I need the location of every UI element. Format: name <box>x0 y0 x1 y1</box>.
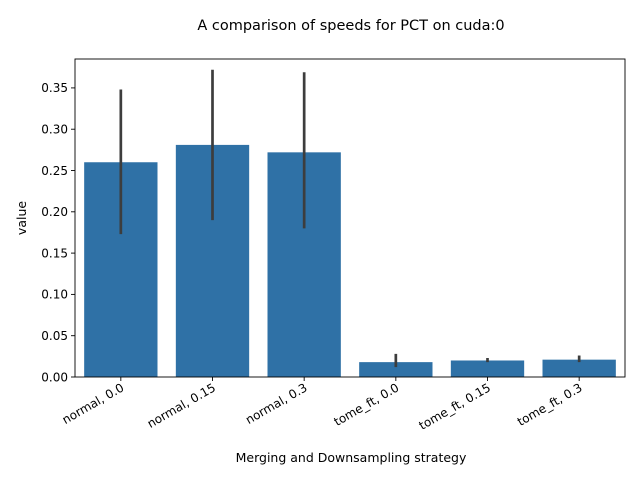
bar-4 <box>450 360 525 377</box>
y-tick-label-3: 0.15 <box>41 246 68 260</box>
y-tick-label-6: 0.30 <box>41 123 68 137</box>
error-bars-layer <box>119 69 581 368</box>
y-axis: 0.00 0.05 0.10 0.15 0.20 0.25 0.30 0.35 <box>41 81 75 384</box>
y-tick-label-0: 0.00 <box>41 370 68 384</box>
x-axis-label: Merging and Downsampling strategy <box>236 450 467 465</box>
y-axis-label: value <box>14 201 29 235</box>
chart-title: A comparison of speeds for PCT on cuda:0 <box>197 18 504 34</box>
x-tick-label-5: tome_ft, 0.3 <box>515 380 585 428</box>
bar-3 <box>359 362 433 377</box>
x-tick-label-2: normal, 0.3 <box>243 380 310 427</box>
x-tick-label-0: normal, 0.0 <box>60 380 127 427</box>
bars-layer <box>84 144 616 377</box>
y-tick-label-4: 0.20 <box>41 205 68 219</box>
y-tick-label-1: 0.05 <box>41 329 68 343</box>
x-tick-label-3: tome_ft, 0.0 <box>331 380 401 428</box>
x-axis: normal, 0.0 normal, 0.15 normal, 0.3 tome_f… <box>60 377 585 433</box>
y-tick-label-5: 0.25 <box>41 164 68 178</box>
x-tick-label-4: tome_ft, 0.15 <box>417 380 493 432</box>
y-tick-label-7: 0.35 <box>41 81 68 95</box>
y-tick-label-2: 0.10 <box>41 288 68 302</box>
plot-frame <box>74 58 626 378</box>
bar-5 <box>542 359 616 377</box>
x-tick-label-1: normal, 0.15 <box>145 380 218 430</box>
